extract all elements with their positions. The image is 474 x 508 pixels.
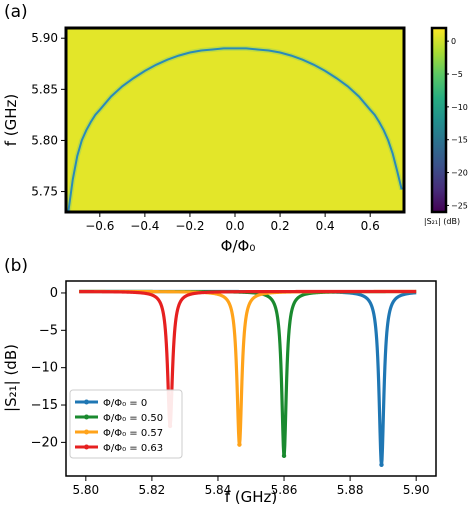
plot-a-x-tick-label: 0.4 [316,219,335,233]
panel-b-label: (b) [4,256,28,276]
plot-a-ylabel: f (GHz) [2,94,20,147]
plot-b-x-tick-label: 5.84 [205,483,232,497]
heatmap-background [66,28,404,212]
plot-b-y-tick-label: 0 [50,286,58,301]
plot-b-x-tick-label: 5.88 [337,483,364,497]
colorbar-tick-label: −15 [451,136,468,145]
plot-a-y-tick-label: 5.85 [31,82,58,96]
plot-a-xlabel: Φ/Φ₀ [221,237,256,255]
plot-a-y-tick-label: 5.80 [31,133,58,147]
legend-marker [84,399,89,405]
legend-marker [84,444,89,450]
plot-b-series [78,289,418,467]
legend-label: Φ/Φ₀ = 0.63 [103,443,163,454]
series-min-point [379,462,384,467]
plot-a-y-tick-label: 5.90 [31,31,58,45]
plot-b-x-tick-label: 5.80 [72,483,99,497]
plot-b-y-tick-label: −10 [31,361,58,376]
legend-label: Φ/Φ₀ = 0 [103,398,147,409]
colorbar [430,26,448,214]
plot-b-y-tick-label: −15 [31,398,58,413]
legend: Φ/Φ₀ = 0 Φ/Φ₀ = 0.50 Φ/Φ₀ = 0.57 Φ/Φ₀ = 0.6… [69,389,183,459]
colorbar-tick-label: −5 [451,70,463,79]
resonance-curve [67,47,403,212]
colorbar-tick-label: 0 [451,37,456,46]
plot-b-x-tick-label: 5.86 [271,483,298,497]
legend-marker [84,429,89,435]
plot-a-x-tick-label: −0.4 [130,219,159,233]
plot-a-x-tick-label: 0.2 [271,219,290,233]
colorbar-tick-label: −20 [451,169,468,178]
plot-a-y-ticks: 5.75 5.80 5.85 5.90 [31,31,66,199]
series-min-point [237,442,242,447]
legend-label: Φ/Φ₀ = 0.57 [103,428,163,439]
legend-box [69,389,183,459]
plot-b-x-ticks: 5.80 5.82 5.84 5.86 5.88 5.90 [72,476,430,497]
panel-a-label: (a) [4,2,28,22]
plot-b-xlabel: f (GHz) [225,488,278,506]
plot-b-frame [65,280,437,477]
plot-b-x-tick-label: 5.82 [139,483,166,497]
series-min-point [281,453,287,459]
colorbar-label: |S₂₁| (dB) [424,217,460,226]
colorbar-tick-label: −25 [451,201,468,210]
plot-b-x-tick-label: 5.90 [403,483,430,497]
plot-a-x-tick-label: −0.2 [175,219,204,233]
legend-marker [84,414,89,420]
plot-a-x-tick-label: 0.6 [361,219,380,233]
plot-a-x-tick-label: 0.0 [225,219,244,233]
series-line [78,289,418,428]
plot-a-y-tick-label: 5.75 [31,185,58,199]
plot-b-y-tick-label: −20 [31,435,58,450]
plot-a-x-tick-label: −0.6 [85,219,114,233]
plot-b-y-ticks: 0 −5 −10 −15 −20 [31,286,66,450]
plot-a-x-ticks: −0.6 −0.4 −0.2 0.0 0.2 0.4 0.6 [85,212,380,233]
legend-label: Φ/Φ₀ = 0.50 [103,413,163,424]
colorbar-tick-label: −10 [451,103,468,112]
plot-b-ylabel: |S₂₁| (dB) [2,344,20,412]
plot-b-y-tick-label: −5 [39,323,58,338]
colorbar-ticks: 0 −5 −10 −15 −20 −25 [446,37,468,210]
